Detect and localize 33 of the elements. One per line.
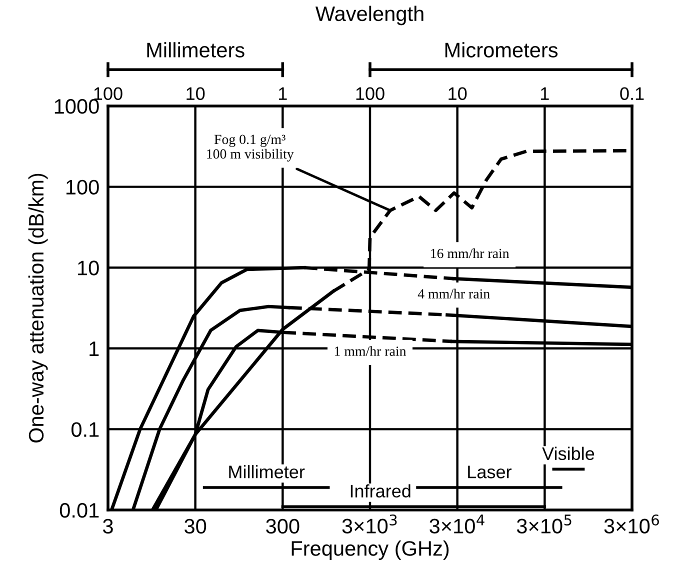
text: 10 xyxy=(186,87,205,100)
y-axis-title: One-way attenuation (dB/km) xyxy=(28,174,48,442)
series-label: Visible xyxy=(542,446,594,460)
x-axis-title: Frequency (GHz) xyxy=(292,540,449,560)
x-tick-label: 3×10$^{4}$ xyxy=(430,514,484,534)
x-tick-label: 300 xyxy=(266,518,300,534)
x-tick-label: 30 xyxy=(184,518,206,534)
series-label: Laser xyxy=(468,466,512,478)
y-tick-label: 10 xyxy=(78,260,99,276)
annotation: 16 mm/hr rain xyxy=(431,248,510,258)
text: 10 xyxy=(448,87,467,100)
y-tick-label: 100 xyxy=(66,180,99,195)
y-tick-label: 1000 xyxy=(54,99,99,114)
text: Wavelength xyxy=(315,6,424,26)
annotation: Fog 0.1 g/m³ 100 m visibility xyxy=(207,134,294,162)
text: 1 xyxy=(541,87,549,100)
series-label: Infrared xyxy=(350,484,410,498)
text: Millimeters xyxy=(147,42,244,58)
x-tick-label: 3 xyxy=(102,518,113,534)
x-tick-label: 3×10$^{6}$ xyxy=(604,514,659,534)
series-label: Millimeter xyxy=(229,465,305,478)
text: 100 xyxy=(94,87,122,100)
text: 1 xyxy=(279,87,287,100)
annotation: 1 mm/hr rain xyxy=(334,346,406,356)
x-tick-label: 3×10$^{3}$ xyxy=(342,514,397,534)
y-tick-label: 1 xyxy=(90,342,99,356)
y-tick-label: 0.1 xyxy=(72,422,99,437)
x-tick-label: 3×10$^{5}$ xyxy=(516,514,572,534)
text: 100 xyxy=(356,87,384,100)
y-tick-label: 0.01 xyxy=(60,502,99,518)
text: 0.1 xyxy=(620,87,644,100)
annotation: 4 mm/hr rain xyxy=(418,288,490,299)
text: Micrometers xyxy=(445,42,558,58)
